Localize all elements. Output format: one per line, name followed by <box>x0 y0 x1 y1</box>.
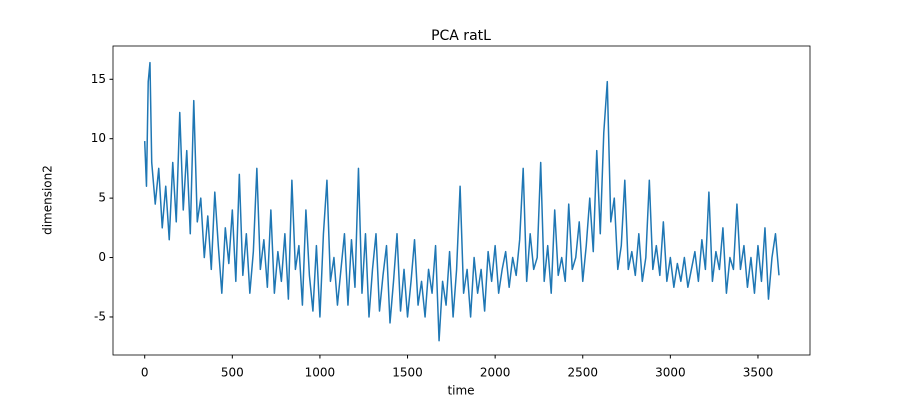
data-line <box>143 61 780 342</box>
x-tick-label: 1000 <box>305 366 336 380</box>
x-axis-label: time <box>447 384 474 398</box>
x-tick-label: 3000 <box>655 366 686 380</box>
y-tick-label: 10 <box>91 131 106 145</box>
y-tick-label: 0 <box>98 250 106 264</box>
x-tick-label: 1500 <box>392 366 423 380</box>
x-tick-label: 500 <box>221 366 244 380</box>
chart-title: PCA ratL <box>431 28 491 44</box>
x-tick-label: 0 <box>141 366 149 380</box>
y-tick-label: 15 <box>91 72 106 86</box>
x-tick-label: 2000 <box>480 366 511 380</box>
x-tick-label: 3500 <box>743 366 774 380</box>
y-tick-label: -5 <box>94 309 106 323</box>
plot-frame <box>112 45 811 356</box>
y-tick-label: 5 <box>98 191 106 205</box>
x-tick-label: 2500 <box>567 366 598 380</box>
y-axis-label: dimension2 <box>41 165 55 235</box>
